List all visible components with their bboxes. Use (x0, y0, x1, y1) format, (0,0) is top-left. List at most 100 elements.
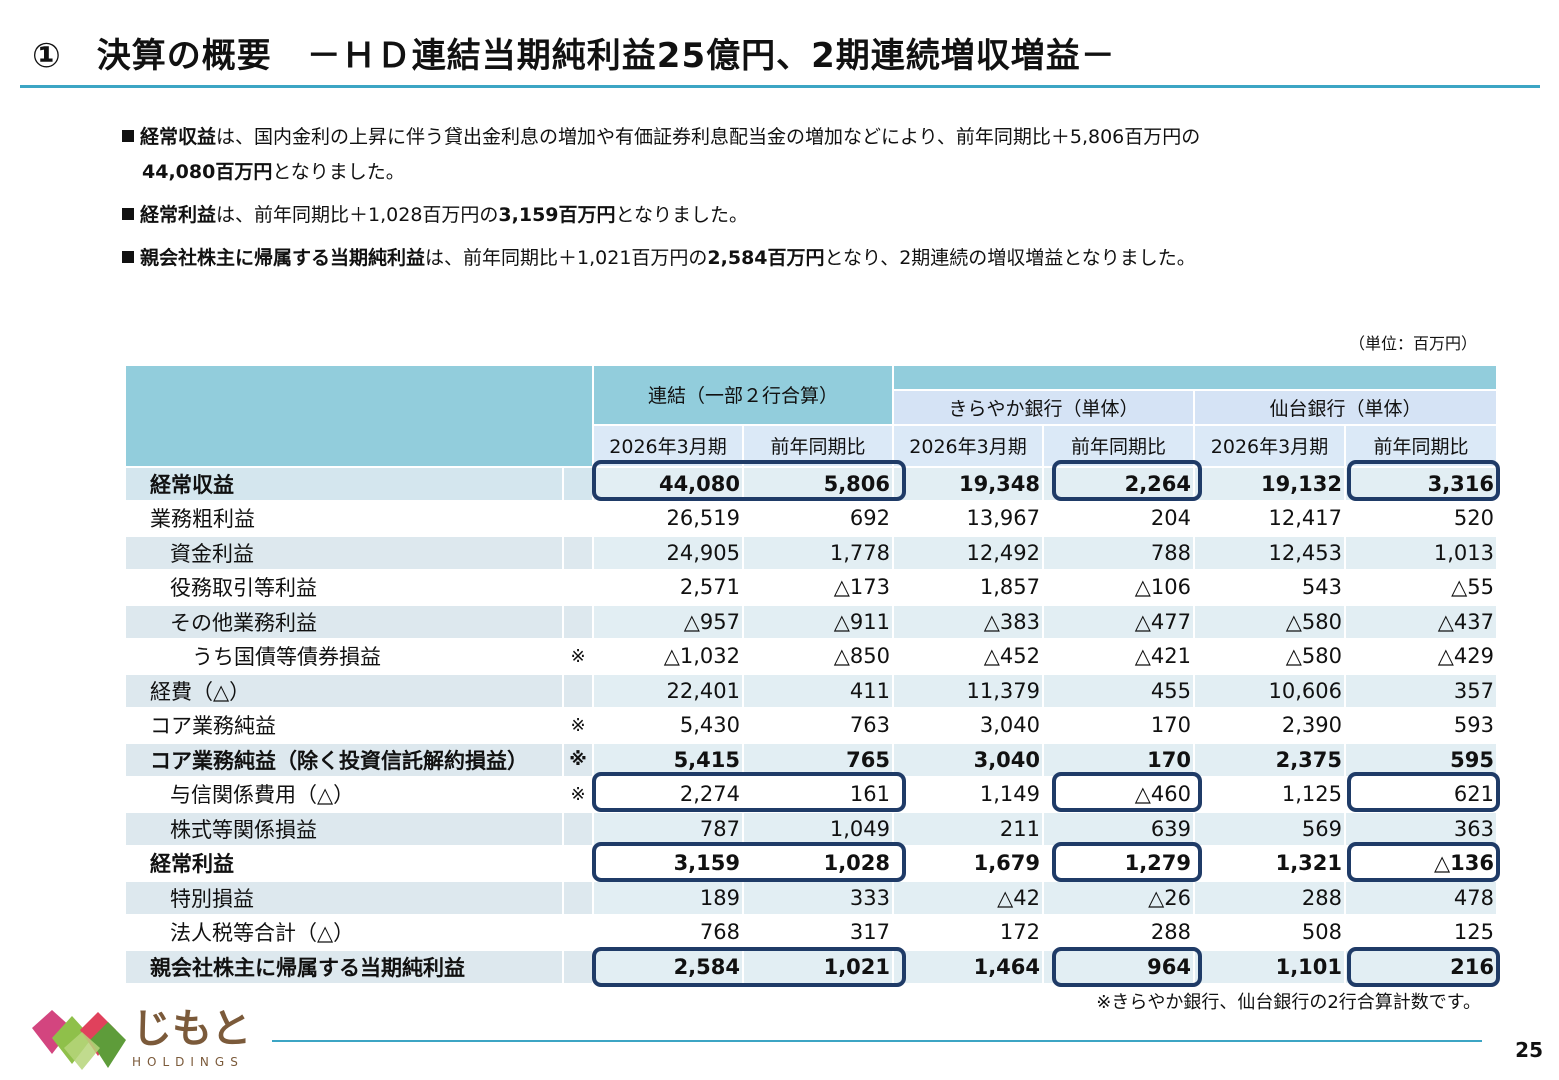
highlight-frame (1347, 947, 1500, 987)
row-label: 法人税等合計（△） (124, 914, 564, 951)
value-cell: 595 (1344, 741, 1499, 778)
value-cell: 12,453 (1193, 534, 1347, 571)
highlight-frame (592, 947, 906, 987)
value-cell: △136 (1344, 845, 1499, 882)
row-label: 与信関係費用（△） (124, 776, 564, 813)
bullet-ordinary-income: 経常収益は、国内金利の上昇に伴う貸出金利息の増加や有価証券利息配当金の増加などに… (122, 120, 1200, 190)
row-note-mark (562, 810, 594, 847)
value-cell: 26,519 (592, 500, 744, 537)
table-row: 親会社株主に帰属する当期純利益 2,584 1,021 1,464 964 1,101 21… (124, 948, 1499, 985)
highlight-frame (1347, 460, 1500, 501)
company-logo: じもと HOLDINGS (28, 998, 278, 1076)
value-cell: 455 (1042, 672, 1196, 709)
header-period: 2026年3月期 (1193, 423, 1347, 468)
bullet-text: となりました。 (272, 161, 405, 183)
value-cell: 964 (1042, 948, 1196, 985)
table-row: 経費（△） 22,401 411 11,379 455 10,606 357 (124, 672, 1499, 709)
value-cell: 508 (1193, 914, 1347, 951)
value-cell: 765 (741, 741, 895, 778)
value-cell: 411 (741, 672, 895, 709)
value-cell: 24,905 (592, 534, 744, 571)
footer-divider (272, 1040, 1482, 1042)
value-cell: 692 (741, 500, 895, 537)
row-label: 親会社株主に帰属する当期純利益 (124, 948, 564, 985)
bullet-ordinary-profit: 経常利益は、前年同期比＋1,028百万円の3,159百万円となりました。 (122, 198, 1200, 233)
value-cell: 1,464 (892, 948, 1045, 985)
bullet-bold: 44,080百万円 (142, 161, 273, 183)
value-cell: 1,101 (1193, 948, 1347, 985)
table-row: コア業務純益 ※ 5,430 763 3,040 170 2,390 593 (124, 707, 1499, 744)
value-cell: △421 (1042, 638, 1196, 675)
highlight-frame (592, 842, 906, 882)
value-cell: 12,492 (892, 534, 1045, 571)
highlight-frame (1052, 842, 1202, 882)
row-label: 経常収益 (124, 465, 564, 502)
value-cell: 11,379 (892, 672, 1045, 709)
value-cell: 3,159 (592, 845, 744, 882)
bullet-text: となり、2期連続の増収増益となりました。 (824, 247, 1196, 269)
row-note-mark: ※ (562, 776, 594, 813)
value-cell: 172 (892, 914, 1045, 951)
row-note-mark (562, 569, 594, 606)
value-cell: 170 (1042, 707, 1196, 744)
value-cell: △850 (741, 638, 895, 675)
value-cell: 1,149 (892, 776, 1045, 813)
table-row: 経常利益 3,159 1,028 1,679 1,279 1,321 △136 (124, 845, 1499, 882)
value-cell: △437 (1344, 603, 1499, 640)
value-cell: 788 (1042, 534, 1196, 571)
logo-subtext: HOLDINGS (132, 1055, 244, 1069)
value-cell: 3,040 (892, 707, 1045, 744)
value-cell: 19,348 (892, 465, 1045, 502)
table-row: 経常収益 44,080 5,806 19,348 2,264 19,132 3,316 (124, 465, 1499, 502)
value-cell: 10,606 (1193, 672, 1347, 709)
header-blank (124, 364, 594, 468)
header-period: 2026年3月期 (892, 423, 1045, 468)
value-cell: 1,049 (741, 810, 895, 847)
value-cell: 478 (1344, 879, 1499, 916)
value-cell: △477 (1042, 603, 1196, 640)
value-cell: 2,390 (1193, 707, 1347, 744)
value-cell: 22,401 (592, 672, 744, 709)
row-label: 業務粗利益 (124, 500, 564, 537)
table-row: 役務取引等利益 2,571 △173 1,857 △106 543 △55 (124, 569, 1499, 606)
row-label: 経常利益 (124, 845, 564, 882)
bullet-bold: 経常利益 (140, 204, 217, 226)
value-cell: 1,857 (892, 569, 1045, 606)
table-row: 法人税等合計（△） 768 317 172 288 508 125 (124, 914, 1499, 951)
square-bullet-icon (122, 208, 134, 220)
value-cell: △383 (892, 603, 1045, 640)
value-cell: 19,132 (1193, 465, 1347, 502)
value-cell: △957 (592, 603, 744, 640)
row-label: うち国債等債券損益 (124, 638, 564, 675)
bullet-text: は、国内金利の上昇に伴う貸出金利息の増加や有価証券利息配当金の増加などにより、前… (216, 126, 1201, 148)
value-cell: 593 (1344, 707, 1499, 744)
value-cell: △580 (1193, 603, 1347, 640)
value-cell: 288 (1193, 879, 1347, 916)
header-top-strip (892, 364, 1499, 391)
value-cell: △173 (741, 569, 895, 606)
value-cell: △452 (892, 638, 1045, 675)
value-cell: 1,279 (1042, 845, 1196, 882)
header-yoy: 前年同期比 (741, 423, 895, 468)
table-row: 株式等関係損益 787 1,049 211 639 569 363 (124, 810, 1499, 847)
value-cell: 569 (1193, 810, 1347, 847)
value-cell: △429 (1344, 638, 1499, 675)
row-note-mark: ※ (562, 638, 594, 675)
square-bullet-icon (122, 251, 134, 263)
row-note-mark (562, 879, 594, 916)
row-label: 株式等関係損益 (124, 810, 564, 847)
row-note-mark (562, 534, 594, 571)
bullet-net-income: 親会社株主に帰属する当期純利益は、前年同期比＋1,021百万円の2,584百万円… (122, 241, 1200, 276)
bullet-text: は、前年同期比＋1,021百万円の (425, 247, 708, 269)
highlight-frame (1052, 947, 1202, 987)
value-cell: △42 (892, 879, 1045, 916)
value-cell: 621 (1344, 776, 1499, 813)
bullet-bold: 親会社株主に帰属する当期純利益 (140, 247, 426, 269)
highlight-frame (592, 772, 906, 812)
value-cell: 2,375 (1193, 741, 1347, 778)
value-cell: 5,430 (592, 707, 744, 744)
row-note-mark (562, 672, 594, 709)
value-cell: 639 (1042, 810, 1196, 847)
row-note-mark: ※ (562, 707, 594, 744)
value-cell: 288 (1042, 914, 1196, 951)
